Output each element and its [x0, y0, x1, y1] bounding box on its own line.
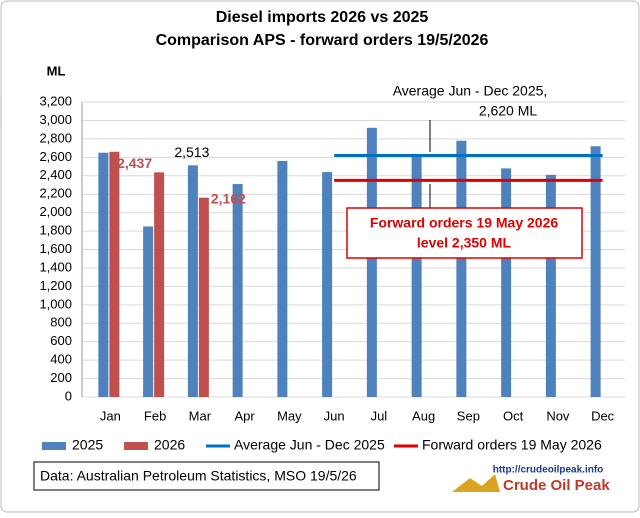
y-tick-label: 2,800	[39, 130, 72, 145]
logo-url: http://crudeoilpeak.info	[493, 465, 604, 476]
bar	[109, 151, 120, 397]
logo-text: Crude Oil Peak	[503, 477, 610, 494]
source: Data: Australian Petroleum Statistics, M…	[40, 468, 357, 484]
annotation: 2,620 ML	[479, 103, 538, 119]
legend-label: 2025	[72, 437, 103, 453]
value-label: 2,437	[117, 155, 152, 171]
bar	[154, 172, 165, 397]
y-axis-label: ML	[47, 63, 66, 78]
bar	[277, 161, 288, 397]
chart-title: Comparison APS - forward orders 19/5/202…	[156, 32, 489, 49]
y-tick-label: 1,400	[39, 259, 72, 274]
bar	[98, 152, 109, 397]
y-tick-label: 200	[50, 370, 72, 385]
legend-label: 2026	[154, 437, 185, 453]
bar	[366, 127, 377, 397]
x-tick-label: Dec	[591, 408, 615, 423]
annotation: Average Jun - Dec 2025,	[393, 83, 548, 99]
value-label: 2,513	[174, 144, 209, 160]
y-tick-label: 1,800	[39, 223, 72, 238]
x-tick-label: Apr	[235, 408, 256, 423]
y-tick-label: 1,000	[39, 296, 72, 311]
y-tick-label: 2,600	[39, 149, 72, 164]
y-tick-label: 600	[50, 333, 72, 348]
logo-icon	[452, 474, 500, 492]
bar	[590, 146, 601, 397]
x-tick-label: Nov	[546, 408, 570, 423]
chart-title: Diesel imports 2026 vs 2025	[216, 9, 429, 26]
y-tick-label: 2,400	[39, 167, 72, 182]
x-tick-label: Feb	[144, 408, 166, 423]
annotation-box	[346, 207, 583, 259]
bar	[456, 140, 467, 397]
x-tick-label: Mar	[189, 408, 212, 423]
bar	[545, 174, 556, 397]
x-tick-label: Aug	[412, 408, 435, 423]
x-tick-label: Jul	[371, 408, 388, 423]
bar	[411, 155, 422, 397]
y-tick-label: 0	[65, 388, 72, 403]
x-tick-label: Jun	[324, 408, 345, 423]
legend-swatch	[42, 442, 66, 450]
y-tick-label: 2,200	[39, 186, 72, 201]
y-tick-label: 1,200	[39, 278, 72, 293]
legend-swatch	[124, 442, 148, 450]
bar	[198, 197, 209, 397]
value-label: 2,162	[211, 190, 246, 206]
legend-label: Forward orders 19 May 2026	[422, 437, 602, 453]
bar	[322, 172, 333, 397]
x-tick-label: Sep	[457, 408, 480, 423]
x-tick-label: May	[277, 408, 302, 423]
source-box	[33, 461, 380, 491]
y-tick-label: 400	[50, 352, 72, 367]
x-tick-label: Oct	[503, 408, 524, 423]
bar	[187, 165, 198, 397]
y-tick-label: 800	[50, 315, 72, 330]
annotation: Forward orders 19 May 2026	[370, 215, 559, 231]
y-tick-label: 1,600	[39, 241, 72, 256]
legend-label: Average Jun - Dec 2025	[234, 437, 385, 453]
annotation: level 2,350 ML	[417, 235, 512, 251]
bar	[143, 226, 154, 397]
y-tick-label: 2,000	[39, 204, 72, 219]
y-tick-label: 3,000	[39, 112, 72, 127]
x-tick-label: Jan	[100, 408, 121, 423]
bar	[501, 168, 512, 397]
y-tick-label: 3,200	[39, 93, 72, 108]
bar	[232, 184, 243, 397]
